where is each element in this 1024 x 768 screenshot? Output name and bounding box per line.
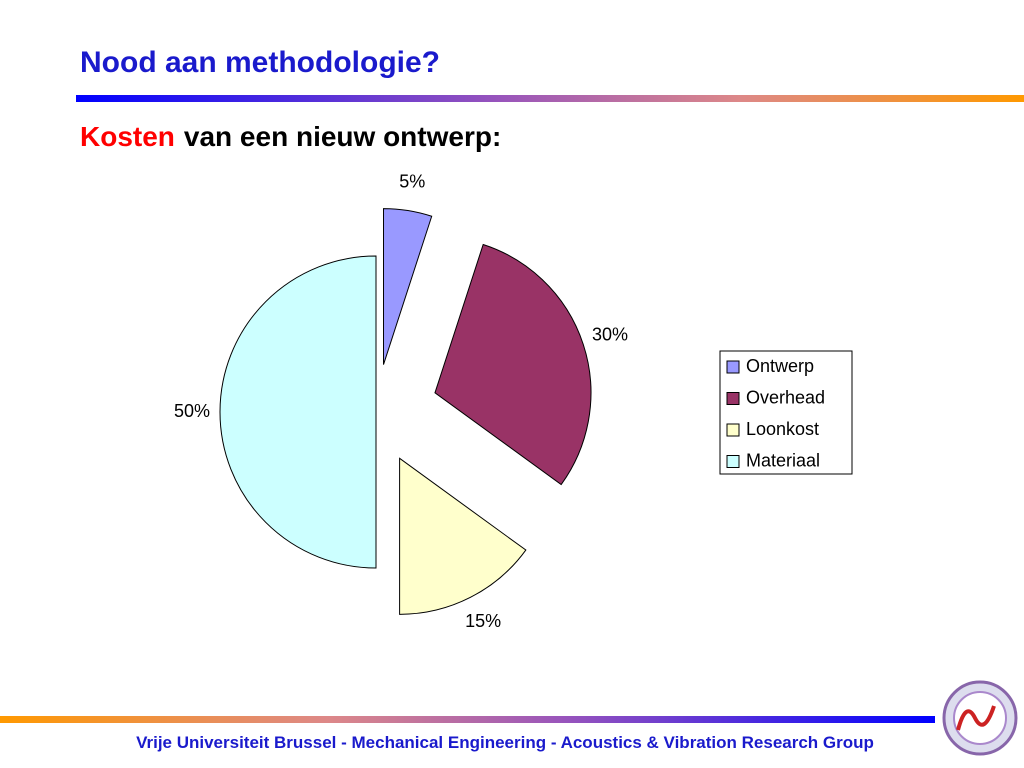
legend-swatch [726,455,740,468]
subtitle-emphasis: Kosten [80,121,175,152]
legend-label: Overhead [746,387,825,407]
legend-label: Materiaal [746,450,820,470]
data-label: 50% [174,401,210,421]
data-label: 30% [592,325,628,345]
pie-slice [383,208,433,365]
logo [942,680,1018,756]
legend-label: Ontwerp [746,356,814,376]
subtitle-rest: van een nieuw ontwerp: [183,121,502,152]
legend-swatch [726,360,740,374]
legend-swatch [726,392,740,405]
subtitle: Kosten van een nieuw ontwerp: [80,121,501,153]
footer-text: Vrije Universiteit Brussel - Mechanical … [136,733,874,752]
data-label: 5% [399,172,425,192]
header-bar [76,95,1024,102]
slide-title: Nood aan methodologie? [80,46,440,79]
footer-bar [0,716,935,723]
pie-slice [219,255,377,569]
legend-swatch [726,423,740,437]
pie-slice [434,243,592,486]
pie-slice [399,457,527,615]
legend-label: Loonkost [746,419,819,439]
data-label: 15% [465,611,501,631]
legend-box [719,350,853,475]
